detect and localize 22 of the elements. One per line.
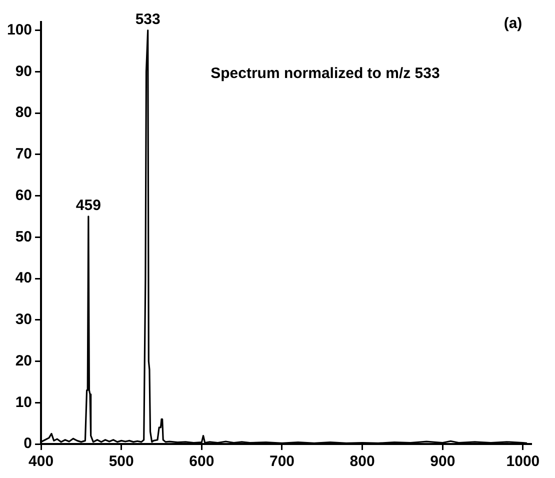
annotation: 459: [76, 197, 101, 214]
annotation: Spectrum normalized to m/z 533: [210, 65, 440, 82]
y-tick-label: 100: [6, 21, 32, 38]
x-tick-label: 400: [28, 453, 54, 470]
x-tick-label: 800: [350, 453, 375, 470]
y-tick-label: 40: [15, 270, 32, 287]
y-tick-label: 50: [15, 228, 32, 246]
y-tick-label: 80: [15, 104, 32, 122]
y-tick-label: 70: [15, 146, 32, 163]
x-tick-label: 900: [430, 453, 456, 470]
y-tick-label: 90: [15, 62, 32, 80]
annotation: 533: [135, 10, 160, 28]
y-tick-label: 60: [15, 186, 32, 204]
y-tick-label: 0: [24, 435, 32, 452]
x-tick-label: 1000: [506, 453, 540, 470]
x-tick-label: 500: [108, 453, 134, 470]
y-tick-label: 20: [15, 352, 32, 370]
y-tick-label: 30: [15, 311, 32, 328]
x-tick-label: 700: [269, 453, 295, 470]
annotation: (a): [504, 15, 522, 32]
y-tick-label: 10: [15, 394, 32, 411]
x-tick-label: 600: [189, 453, 214, 470]
